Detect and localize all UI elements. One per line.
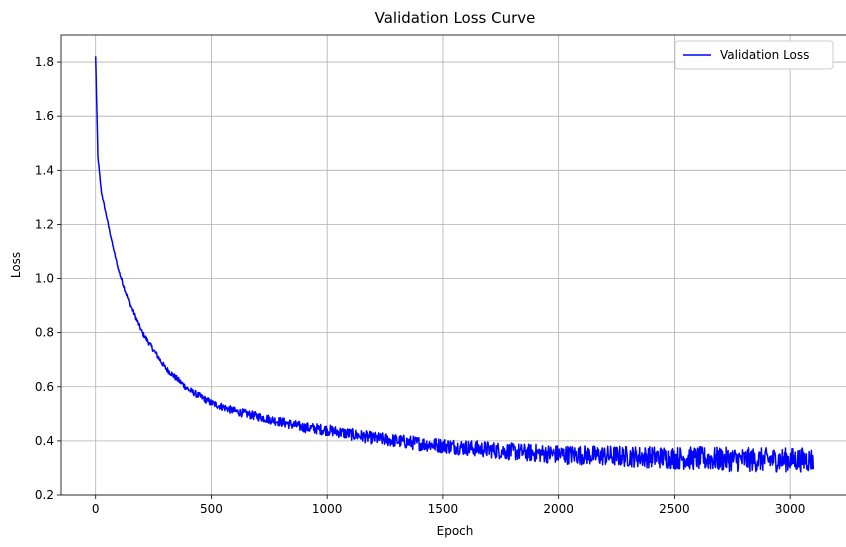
y-tick-label: 1.6	[35, 109, 54, 123]
y-tick-label: 0.2	[35, 488, 54, 502]
y-axis-label: Loss	[9, 252, 23, 278]
legend-label: Validation Loss	[720, 48, 809, 62]
y-tick-label: 0.8	[35, 326, 54, 340]
y-tick-label: 1.2	[35, 217, 54, 231]
y-axis: 0.2 0.4 0.6 0.8 1.0 1.2 1.4 1.6 1.8	[35, 55, 61, 502]
x-tick-label: 1000	[312, 502, 343, 516]
x-tick-label: 2000	[543, 502, 574, 516]
legend: Validation Loss	[674, 40, 834, 70]
y-tick-label: 1.0	[35, 272, 54, 286]
y-tick-label: 1.8	[35, 55, 54, 69]
y-tick-label: 0.4	[35, 434, 54, 448]
y-tick-label: 1.4	[35, 163, 54, 177]
x-tick-label: 3000	[775, 502, 806, 516]
x-tick-label: 2500	[659, 502, 690, 516]
chart-title: Validation Loss Curve	[375, 9, 536, 27]
grid	[61, 35, 846, 496]
legend-box	[674, 40, 834, 70]
x-tick-label: 0	[92, 502, 100, 516]
plot-frame	[60, 34, 846, 496]
x-axis-label: Epoch	[437, 524, 474, 538]
series-line	[94, 56, 815, 473]
series-layer	[94, 56, 815, 473]
x-tick-label: 500	[200, 502, 223, 516]
y-tick-label: 0.6	[35, 380, 54, 394]
x-tick-label: 1500	[428, 502, 459, 516]
x-axis: 0 500 1000 1500 2000 2500 3000	[92, 495, 806, 516]
